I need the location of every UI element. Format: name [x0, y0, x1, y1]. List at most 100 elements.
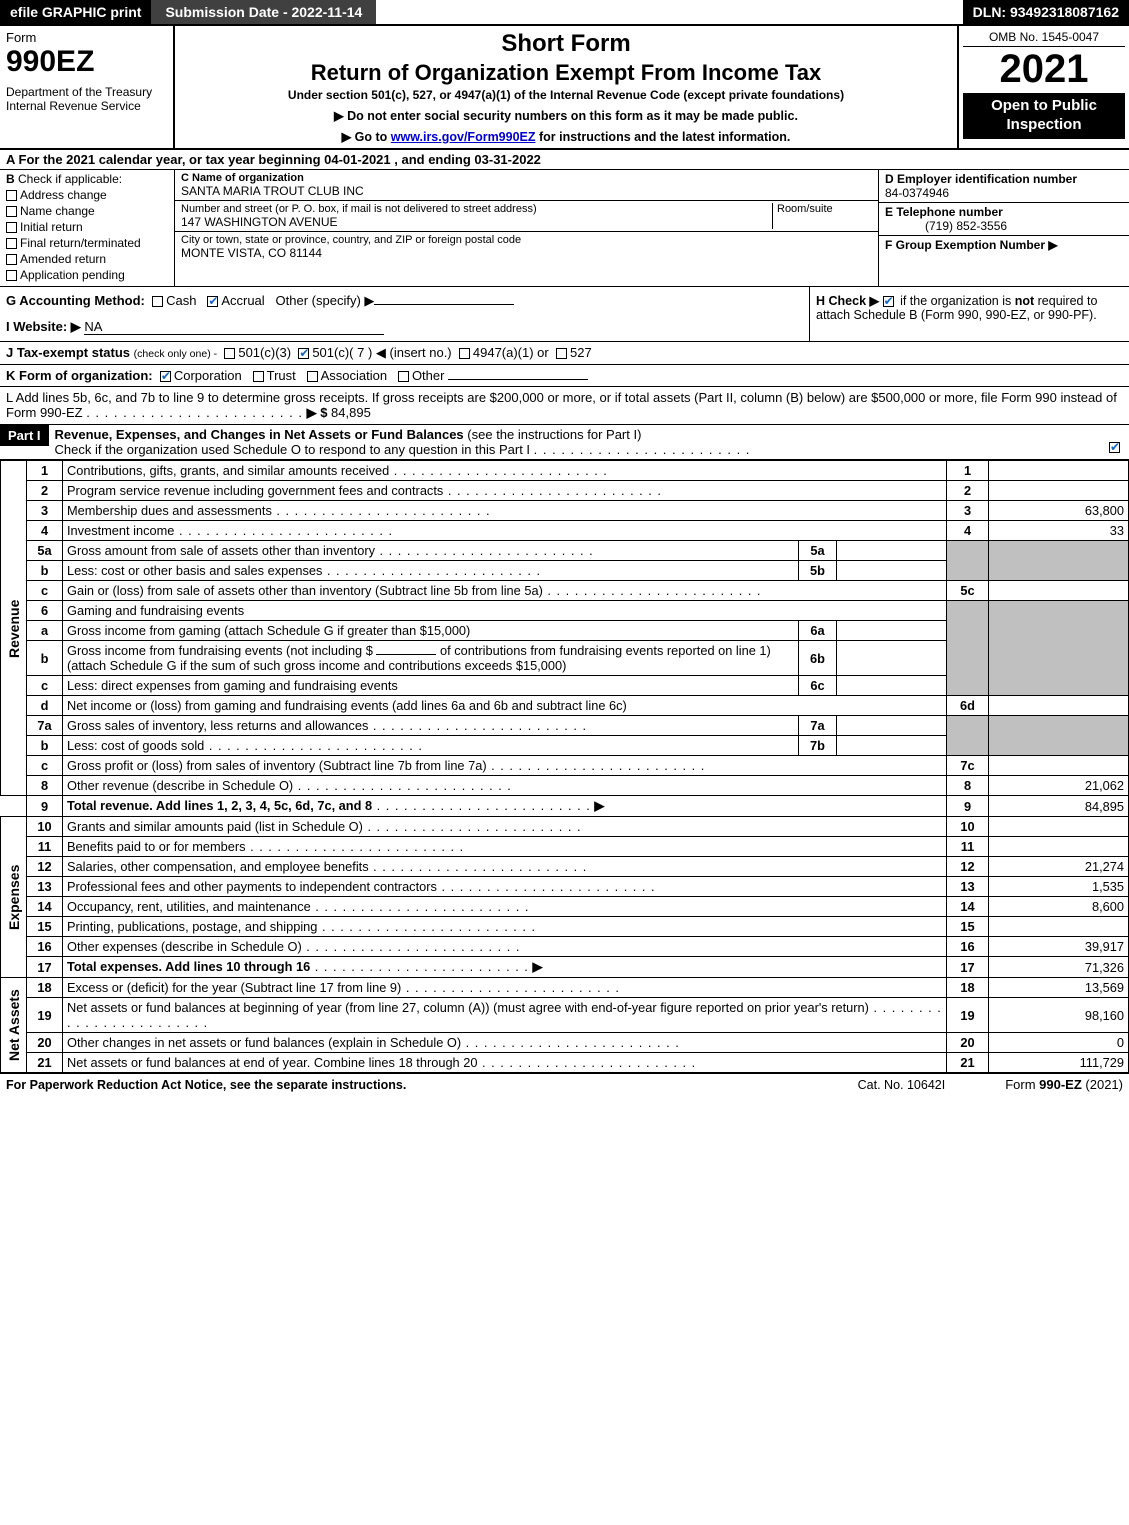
check-accrual[interactable] — [207, 296, 218, 307]
line-15: 15 Printing, publications, postage, and … — [1, 917, 1129, 937]
part-i-badge: Part I — [0, 425, 49, 459]
line-9-boxnum: 9 — [947, 796, 989, 817]
arrow-icon: ▶ — [532, 959, 542, 974]
ein-value: 84-0374946 — [885, 186, 949, 200]
line-5b-desc: Less: cost or other basis and sales expe… — [67, 563, 322, 578]
line-6a-num: a — [27, 621, 63, 641]
org-name-value: SANTA MARIA TROUT CLUB INC — [181, 184, 872, 198]
line-6b-num: b — [27, 641, 63, 676]
line-3-boxnum: 3 — [947, 501, 989, 521]
opt-501c3: 501(c)(3) — [238, 345, 291, 360]
line-7c-boxnum: 7c — [947, 756, 989, 776]
line-6d: d Net income or (loss) from gaming and f… — [1, 696, 1129, 716]
check-cash[interactable] — [152, 296, 163, 307]
line-21-val: 111,729 — [989, 1053, 1129, 1073]
part-i-label: Part I — [0, 425, 49, 446]
paperwork-reduction-notice: For Paperwork Reduction Act Notice, see … — [6, 1078, 406, 1092]
line-6b-desc-cell: Gross income from fundraising events (no… — [63, 641, 799, 676]
line-5c-desc: Gain or (loss) from sale of assets other… — [67, 583, 543, 598]
line-6-num: 6 — [27, 601, 63, 621]
check-527[interactable] — [556, 348, 567, 359]
line-16-val: 39,917 — [989, 937, 1129, 957]
line-6c-num: c — [27, 676, 63, 696]
line-7b-subnum: 7b — [799, 736, 837, 756]
line-13-boxnum: 13 — [947, 877, 989, 897]
phone-value: (719) 852-3556 — [885, 219, 1007, 233]
line-15-val — [989, 917, 1129, 937]
line-9-val: 84,895 — [989, 796, 1129, 817]
line-19: 19 Net assets or fund balances at beginn… — [1, 998, 1129, 1033]
line-3-val: 63,800 — [989, 501, 1129, 521]
row-h-body: if the organization is — [900, 294, 1015, 308]
other-specify-input[interactable] — [374, 304, 514, 305]
check-address-change[interactable]: Address change — [6, 188, 168, 202]
form-word: Form — [6, 30, 167, 45]
line-1-desc: Contributions, gifts, grants, and simila… — [67, 463, 389, 478]
check-schedule-o-part-i[interactable] — [1109, 442, 1120, 453]
line-7c-desc: Gross profit or (loss) from sales of inv… — [67, 758, 487, 773]
street-label: Number and street (or P. O. box, if mail… — [181, 203, 772, 215]
part-i-check-line: Check if the organization used Schedule … — [55, 442, 531, 457]
col-c: C Name of organization SANTA MARIA TROUT… — [175, 170, 879, 286]
opt-4947: 4947(a)(1) or — [473, 345, 549, 360]
line-8-num: 8 — [27, 776, 63, 796]
check-corporation[interactable] — [160, 371, 171, 382]
check-501c3[interactable] — [224, 348, 235, 359]
line-19-desc: Net assets or fund balances at beginning… — [67, 1000, 869, 1015]
check-association[interactable] — [307, 371, 318, 382]
col-b: B Check if applicable: Address change Na… — [0, 170, 175, 286]
open-public-badge: Open to Public Inspection — [963, 93, 1125, 139]
accounting-method-label: G Accounting Method: — [6, 293, 145, 308]
line-6d-val — [989, 696, 1129, 716]
check-final-return[interactable]: Final return/terminated — [6, 236, 168, 250]
line-2-desc: Program service revenue including govern… — [67, 483, 443, 498]
check-4947[interactable] — [459, 348, 470, 359]
return-title: Return of Organization Exempt From Incom… — [181, 60, 951, 86]
line-5a-subval — [837, 541, 947, 561]
line-6b-amount-input[interactable] — [376, 654, 436, 655]
line-21: 21 Net assets or fund balances at end of… — [1, 1053, 1129, 1073]
check-schedule-b-not-required[interactable] — [883, 296, 894, 307]
row-h-not: not — [1015, 294, 1034, 308]
line-7a: 7a Gross sales of inventory, less return… — [1, 716, 1129, 736]
line-18-val: 13,569 — [989, 978, 1129, 998]
line-6-greynum — [947, 601, 989, 696]
check-name-change-label: Name change — [20, 204, 95, 218]
check-amended-return[interactable]: Amended return — [6, 252, 168, 266]
dept-treasury: Department of the Treasury — [6, 85, 167, 99]
other-org-input[interactable] — [448, 379, 588, 380]
line-8-val: 21,062 — [989, 776, 1129, 796]
line-6b-subnum: 6b — [799, 641, 837, 676]
line-6b-subval — [837, 641, 947, 676]
check-trust[interactable] — [253, 371, 264, 382]
part-i-title: Revenue, Expenses, and Changes in Net As… — [55, 427, 464, 442]
line-6b-desc-pre: Gross income from fundraising events (no… — [67, 643, 373, 658]
line-19-val: 98,160 — [989, 998, 1129, 1033]
line-17-boxnum: 17 — [947, 957, 989, 978]
line-9-desc: Total revenue. Add lines 1, 2, 3, 4, 5c,… — [67, 798, 372, 813]
room-suite-label: Room/suite — [777, 203, 872, 215]
check-initial-return[interactable]: Initial return — [6, 220, 168, 234]
line-17: 17 Total expenses. Add lines 10 through … — [1, 957, 1129, 978]
line-5a-subnum: 5a — [799, 541, 837, 561]
line-4-val: 33 — [989, 521, 1129, 541]
line-11: 11 Benefits paid to or for members 11 — [1, 837, 1129, 857]
line-8-boxnum: 8 — [947, 776, 989, 796]
header-subtitle: Under section 501(c), 527, or 4947(a)(1)… — [181, 88, 951, 102]
line-13: 13 Professional fees and other payments … — [1, 877, 1129, 897]
check-name-change[interactable]: Name change — [6, 204, 168, 218]
check-501c[interactable] — [298, 348, 309, 359]
check-application-pending[interactable]: Application pending — [6, 268, 168, 282]
city-block: City or town, state or province, country… — [175, 232, 878, 262]
line-14-boxnum: 14 — [947, 897, 989, 917]
check-application-pending-label: Application pending — [20, 268, 125, 282]
org-name-block: C Name of organization SANTA MARIA TROUT… — [175, 170, 878, 201]
row-k: K Form of organization: Corporation Trus… — [0, 365, 1129, 387]
check-other-org[interactable] — [398, 371, 409, 382]
part-i-title-paren: (see the instructions for Part I) — [467, 427, 641, 442]
line-18-boxnum: 18 — [947, 978, 989, 998]
line-18: Net Assets 18 Excess or (deficit) for th… — [1, 978, 1129, 998]
irs-link[interactable]: www.irs.gov/Form990EZ — [391, 130, 536, 144]
line-5a: 5a Gross amount from sale of assets othe… — [1, 541, 1129, 561]
line-12: 12 Salaries, other compensation, and emp… — [1, 857, 1129, 877]
